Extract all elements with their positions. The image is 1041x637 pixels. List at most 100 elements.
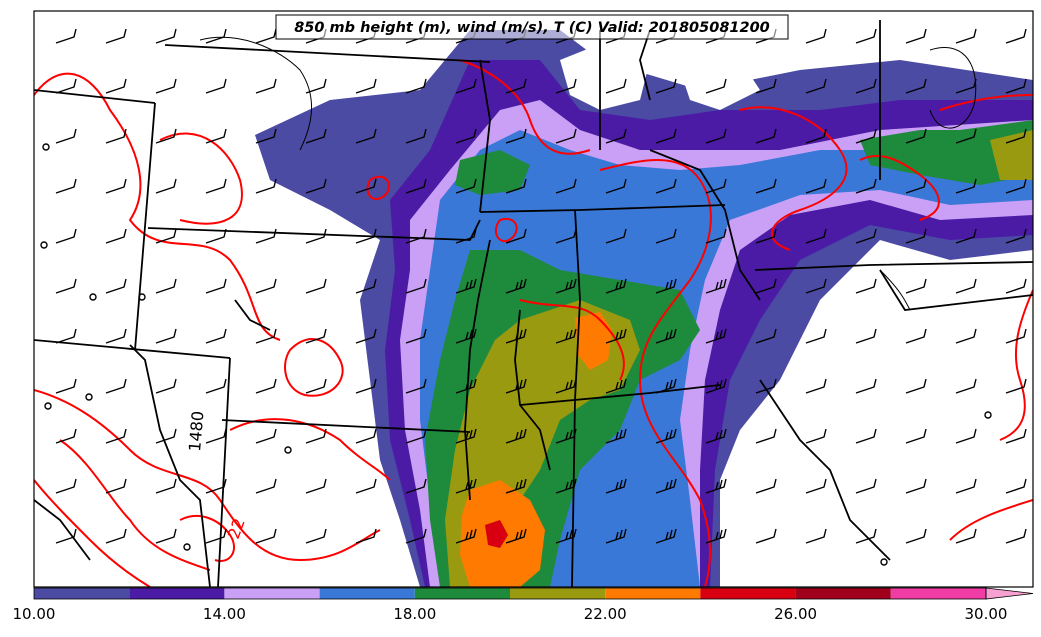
colorbar-tick-label: 26.00 <box>774 605 817 623</box>
wind-barb <box>855 178 877 194</box>
wind-barb <box>955 28 977 44</box>
wind-barb <box>1005 78 1027 94</box>
wind-barb <box>155 78 177 94</box>
wind-barb <box>905 178 927 194</box>
wind-barb <box>955 78 977 94</box>
colorbar-tick-label: 14.00 <box>203 605 246 623</box>
wind-barb <box>455 178 477 194</box>
wind-barb <box>705 128 727 144</box>
wind-barb <box>105 528 127 544</box>
wind-barb <box>305 278 327 294</box>
wind-barb <box>205 428 227 444</box>
wind-barb <box>655 528 677 544</box>
wind-barb <box>105 28 127 44</box>
wind-barb <box>755 528 777 544</box>
wind-barb <box>605 378 627 394</box>
wind-barb <box>555 478 577 494</box>
colorbar-segment <box>605 588 701 599</box>
wind-barb <box>655 128 677 144</box>
wind-barb <box>505 278 527 294</box>
wind-barb <box>955 128 977 144</box>
wind-barb <box>655 278 677 294</box>
wind-barb <box>955 428 977 444</box>
wind-barb <box>755 278 777 294</box>
wind-barb <box>755 478 777 494</box>
wind-barb <box>105 478 127 494</box>
wind-barb <box>205 328 227 344</box>
wind-barb <box>1005 28 1027 44</box>
wind-barb <box>155 128 177 144</box>
wind-barb <box>1005 278 1027 294</box>
wind-barb <box>305 178 327 194</box>
temperature-contours <box>34 59 1033 587</box>
wind-barb <box>555 378 577 394</box>
wind-barb <box>605 128 627 144</box>
wind-barb <box>105 178 127 194</box>
wind-barb <box>205 178 227 194</box>
wind-barb <box>505 328 527 344</box>
wind-barb <box>555 78 577 94</box>
wind-barb <box>605 278 627 294</box>
wind-barb <box>905 378 927 394</box>
wind-barbs <box>55 28 1027 544</box>
wind-barb <box>455 228 477 244</box>
wind-barb <box>355 378 377 394</box>
wind-barb <box>905 228 927 244</box>
wind-barb <box>755 228 777 244</box>
wind-barb <box>605 178 627 194</box>
wind-barb <box>355 428 377 444</box>
colorbar-segment <box>510 588 606 599</box>
wind-barb <box>155 378 177 394</box>
colorbar-segment <box>224 588 320 599</box>
map-border <box>33 10 1034 588</box>
wind-barb <box>155 28 177 44</box>
wind-barb <box>455 428 477 444</box>
wind-barb <box>455 128 477 144</box>
wind-barb <box>755 378 777 394</box>
wind-barb <box>455 528 477 544</box>
wind-barb <box>205 228 227 244</box>
wind-barb <box>905 128 927 144</box>
wind-barb <box>1005 228 1027 244</box>
wind-barb <box>655 378 677 394</box>
wind-barb <box>155 328 177 344</box>
wind-barb <box>305 328 327 344</box>
wind-barb <box>55 228 77 244</box>
wind-barb <box>255 528 277 544</box>
height-contour-label: 1480 <box>185 410 207 452</box>
wind-barb <box>805 328 827 344</box>
wind-barb <box>955 228 977 244</box>
wind-barb <box>505 228 527 244</box>
wind-barb <box>705 178 727 194</box>
wind-barb <box>205 528 227 544</box>
wind-barb <box>855 278 877 294</box>
wind-barb <box>855 428 877 444</box>
wind-barb <box>805 178 827 194</box>
wind-barb <box>105 128 127 144</box>
colorbar-segment <box>319 588 415 599</box>
wind-barb <box>805 378 827 394</box>
colorbar-extend-arrow <box>985 587 1034 600</box>
wind-barb <box>1005 478 1027 494</box>
wind-barb <box>655 228 677 244</box>
state-boundaries <box>34 20 1033 587</box>
wind-barb <box>605 78 627 94</box>
wind-barb <box>155 178 177 194</box>
wind-barb <box>205 128 227 144</box>
wind-barb <box>505 528 527 544</box>
wind-barb <box>655 478 677 494</box>
wind-barb <box>55 178 77 194</box>
wind-barb <box>405 328 427 344</box>
colorbar-segment <box>34 588 130 599</box>
wind-barb <box>805 478 827 494</box>
wind-barb <box>605 478 627 494</box>
wind-barb <box>805 428 827 444</box>
wind-barb <box>555 328 577 344</box>
wind-barb <box>505 478 527 494</box>
wind-barb <box>405 378 427 394</box>
wind-barb <box>205 478 227 494</box>
wind-barb <box>855 78 877 94</box>
wind-barb <box>655 178 677 194</box>
wind-barb <box>355 128 377 144</box>
wind-barb <box>455 278 477 294</box>
